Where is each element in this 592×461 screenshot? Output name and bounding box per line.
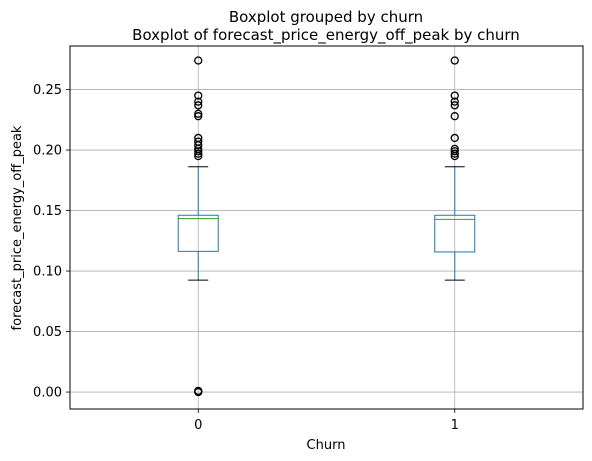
outlier-point bbox=[450, 149, 459, 158]
y-tick-label: 0.25 bbox=[33, 83, 62, 98]
outlier-point bbox=[450, 56, 459, 65]
chart-subtitle: Boxplot of forecast_price_energy_off_pea… bbox=[132, 26, 520, 45]
outlier-point bbox=[194, 386, 203, 396]
outlier-point bbox=[450, 147, 459, 156]
outlier-point bbox=[194, 133, 203, 143]
outlier-point bbox=[194, 147, 203, 156]
axis-ticks: 0.00 0.05 0.10 0.15 0.20 0.25 0 1 bbox=[33, 83, 459, 433]
outlier-point bbox=[194, 91, 203, 100]
outlier-point bbox=[450, 112, 459, 121]
outlier-point bbox=[194, 149, 203, 158]
plot-frame bbox=[69, 45, 584, 410]
outlier-point bbox=[450, 101, 459, 110]
chart-title: Boxplot grouped by churn bbox=[229, 8, 423, 26]
outlier-point bbox=[450, 144, 459, 154]
iqr-box bbox=[177, 214, 219, 252]
x-tick-label: 1 bbox=[451, 418, 459, 433]
grid-lines bbox=[70, 46, 583, 409]
x-axis-label: Churn bbox=[307, 438, 346, 453]
outlier-point bbox=[450, 91, 459, 100]
outlier-point bbox=[194, 101, 203, 110]
y-tick-label: 0.05 bbox=[33, 325, 62, 340]
box-elements bbox=[177, 56, 476, 397]
outlier-point bbox=[450, 97, 459, 106]
y-tick-label: 0.20 bbox=[33, 144, 62, 159]
y-tick-label: 0.00 bbox=[33, 386, 62, 401]
y-axis-label: forecast_price_energy_off_peak bbox=[10, 125, 25, 330]
outlier-point bbox=[194, 97, 203, 106]
outlier-point bbox=[194, 112, 203, 121]
x-tick-label: 0 bbox=[194, 418, 202, 433]
y-tick-label: 0.10 bbox=[33, 265, 62, 280]
outlier-point bbox=[194, 109, 203, 118]
outlier-point bbox=[194, 137, 203, 146]
outlier-point bbox=[450, 133, 459, 143]
iqr-box bbox=[434, 214, 476, 253]
y-tick-label: 0.15 bbox=[33, 204, 62, 219]
outlier-point bbox=[194, 56, 203, 65]
